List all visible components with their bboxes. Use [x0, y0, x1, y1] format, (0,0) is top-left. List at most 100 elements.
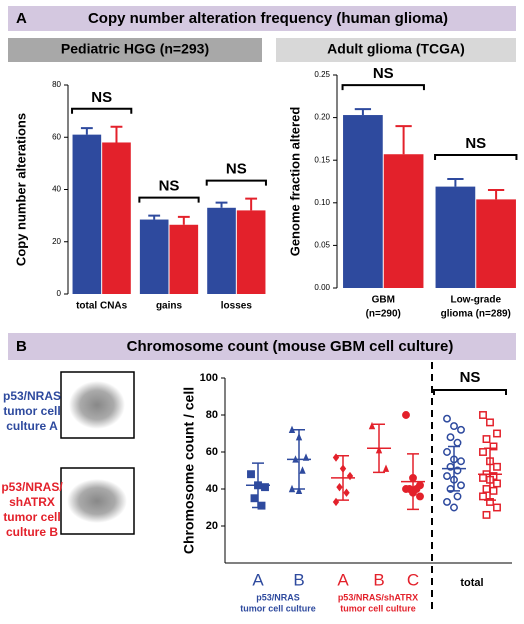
point	[493, 462, 501, 471]
significance-label: NS	[373, 65, 394, 82]
point	[416, 492, 424, 501]
significance-label: NS	[465, 135, 486, 152]
bar	[169, 224, 199, 294]
y-tick-label: 100	[200, 372, 218, 384]
x-tick-label: total	[460, 577, 483, 589]
group-label: tumor cell culture	[240, 603, 316, 613]
point	[457, 425, 465, 434]
error-bar	[252, 462, 264, 509]
significance-bracket	[71, 107, 133, 114]
error-bar	[245, 197, 258, 211]
point	[288, 425, 296, 433]
chart-title: Pediatric HGG (n=293)	[61, 41, 209, 57]
x-tick-label: Low-grade	[450, 295, 501, 306]
point	[382, 464, 390, 472]
y-axis-label: Chromosome count / cell	[181, 387, 197, 554]
chromosome-spread	[69, 381, 125, 429]
y-axis-label: Copy number alterations	[13, 113, 28, 266]
panel-title: Copy number alteration frequency (human …	[88, 10, 448, 27]
significance-label: NS	[226, 161, 247, 178]
point	[332, 497, 340, 507]
x-tick-label: C	[407, 570, 419, 589]
point	[450, 503, 458, 512]
x-tick-label: B	[373, 570, 384, 589]
x-tick-label: total CNAs	[76, 301, 128, 312]
point	[453, 438, 462, 447]
error-bar	[354, 108, 372, 116]
error-bar	[395, 125, 412, 155]
point	[453, 492, 462, 501]
point	[247, 470, 255, 479]
bar	[476, 199, 516, 288]
y-tick-label: 0.15	[314, 155, 330, 164]
y-tick-label: 0.10	[314, 198, 330, 207]
point	[493, 479, 501, 488]
point	[457, 457, 465, 466]
error-bar	[484, 447, 496, 501]
y-tick-label: 0.25	[314, 70, 330, 79]
point	[482, 485, 491, 493]
point	[486, 418, 494, 427]
cell-line-label: p53/NRAS	[3, 389, 61, 403]
point	[288, 484, 296, 493]
point	[250, 494, 259, 503]
point	[493, 429, 501, 438]
x-tick-label: gains	[156, 301, 183, 312]
cell-line-label: culture A	[6, 419, 58, 433]
y-tick-label: 0.20	[314, 113, 330, 122]
point	[482, 435, 491, 444]
point	[443, 472, 451, 480]
y-tick-label: 20	[52, 237, 61, 246]
significance-label: NS	[159, 178, 180, 195]
point	[489, 442, 498, 451]
significance-bracket	[138, 196, 200, 203]
y-tick-label: 80	[206, 409, 218, 421]
x-tick-label: losses	[221, 301, 253, 312]
point	[489, 486, 498, 495]
significance-bracket	[205, 179, 267, 186]
point	[479, 411, 487, 419]
x-tick-label: A	[252, 570, 264, 589]
significance-label: NS	[460, 369, 481, 386]
point	[482, 510, 491, 519]
y-tick-label: 40	[206, 483, 218, 495]
bar	[102, 142, 131, 294]
error-bar	[337, 454, 349, 501]
point	[299, 466, 306, 474]
point	[402, 411, 410, 419]
point	[343, 488, 350, 497]
error-bar	[373, 423, 385, 474]
x-tick-label: A	[337, 570, 349, 589]
panel-label: A	[16, 10, 27, 27]
error-bar	[110, 125, 123, 143]
error-bar	[293, 429, 305, 490]
group-label: tumor cell culture	[340, 603, 416, 613]
chart-header	[8, 38, 262, 62]
point	[493, 503, 501, 512]
significance-label: NS	[91, 89, 112, 106]
y-tick-label: 20	[206, 520, 218, 532]
y-tick-label: 80	[52, 80, 61, 89]
error-bar	[148, 214, 161, 220]
panel-b-header	[8, 333, 516, 360]
point	[479, 448, 487, 456]
group-label: p53/NRAS/shATRX	[338, 592, 418, 602]
chromosome-spread	[67, 479, 127, 523]
y-tick-label: 40	[52, 185, 61, 194]
panel-title: Chromosome count (mouse GBM cell culture…	[127, 338, 454, 355]
x-tick-label: B	[293, 570, 304, 589]
x-tick-label: glioma (n=289)	[441, 309, 511, 320]
chart-header	[276, 38, 516, 62]
bar	[139, 219, 169, 294]
error-bar	[448, 445, 460, 492]
point	[457, 481, 465, 490]
y-tick-label: 0	[57, 289, 62, 298]
cell-line-label: tumor cell	[3, 510, 60, 524]
bar	[72, 134, 102, 294]
point	[443, 448, 451, 456]
bar	[207, 207, 236, 294]
y-tick-label: 60	[52, 132, 61, 141]
significance-bracket	[341, 84, 425, 91]
cell-line-label: shATRX	[9, 495, 55, 509]
cell-line-label: tumor cell	[3, 404, 60, 418]
